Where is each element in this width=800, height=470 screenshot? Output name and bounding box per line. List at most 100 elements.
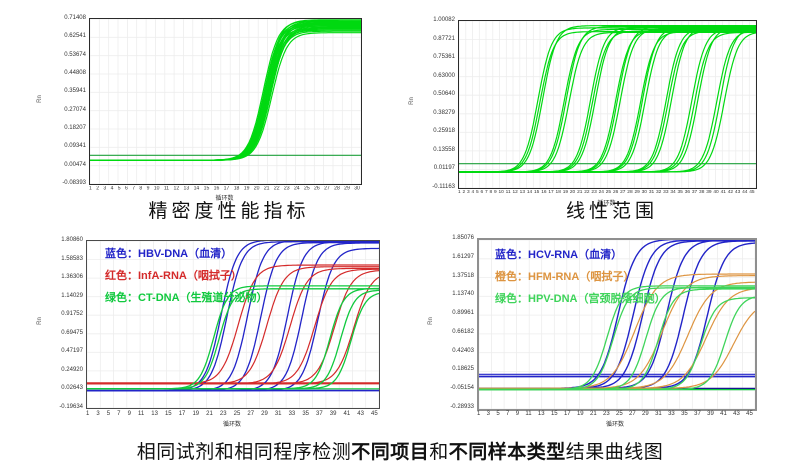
- y-tick-label: -0.05154: [450, 385, 474, 392]
- x-tick-label: 43: [733, 411, 740, 417]
- x-tick-label: 17: [178, 411, 186, 417]
- x-axis-title: 循环数: [605, 422, 624, 428]
- x-tick-label: 23: [283, 186, 290, 192]
- y-tick-label: 0.02643: [61, 385, 83, 392]
- x-tick-label: 19: [192, 411, 200, 417]
- x-tick-label: 14: [526, 190, 533, 195]
- x-tick-label: 7: [132, 186, 136, 192]
- x-axis-title: 循环数: [597, 201, 616, 207]
- x-tick-label: 19: [562, 190, 569, 195]
- y-tick-label: 1.14029: [61, 292, 83, 299]
- y-tick-label: 0.38279: [433, 109, 455, 116]
- x-tick-label: 13: [519, 190, 526, 195]
- x-tick-label: 35: [677, 190, 683, 195]
- x-tick-label: 35: [681, 411, 688, 417]
- y-tick-label: 1.37518: [452, 272, 474, 279]
- x-tick-label: 45: [370, 411, 378, 417]
- x-axis-tick-labels: 1 3 5 7 9 11 13 15 17 19 21 23 25 27 29 31 33 35 37 39 41 43 4…: [477, 411, 753, 418]
- y-tick-label: -0.19634: [59, 404, 83, 410]
- x-tick-label: 11: [525, 411, 532, 417]
- x-tick-label: 15: [550, 411, 558, 417]
- y-tick-label: 0.66182: [452, 328, 474, 335]
- x-tick-label: 13: [183, 186, 190, 192]
- y-tick-label: 0.13558: [433, 146, 455, 153]
- x-tick-label: 17: [223, 186, 230, 192]
- x-tick-label: 37: [694, 411, 701, 417]
- x-tick-label: 14: [193, 186, 200, 192]
- x-tick-label: 22: [584, 190, 590, 195]
- x-tick-label: 43: [357, 411, 364, 417]
- x-tick-label: 9: [515, 411, 520, 417]
- x-tick-label: 29: [634, 190, 640, 195]
- x-tick-label: 22: [273, 186, 280, 192]
- plot-area: 蓝色：HCV-RNA（血清） 橙色：HFM-RNA（咽拭子） 绿色：HPV-DNA（…: [477, 238, 757, 411]
- x-tick-label: 12: [173, 186, 180, 192]
- x-tick-label: 8: [489, 190, 493, 195]
- x-tick-label: 33: [668, 411, 675, 417]
- y-tick-label: 0.27074: [64, 106, 86, 113]
- x-tick-label: 29: [344, 186, 350, 192]
- y-axis-title: Rn: [408, 97, 415, 105]
- x-tick-label: 11: [137, 411, 145, 417]
- x-tick-label: 25: [304, 186, 310, 192]
- x-tick-label: 10: [153, 186, 160, 192]
- x-tick-label: 15: [164, 411, 172, 417]
- x-tick-label: 16: [213, 186, 220, 192]
- y-axis-tick-labels: 1.00082 0.87721 0.75361 0.63000 0.50640 0.382…: [420, 17, 455, 190]
- x-tick-label: 1: [458, 190, 461, 195]
- y-tick-label: 0.75361: [433, 54, 455, 61]
- caption-bottom-bold2: 不同样本类型: [448, 442, 566, 463]
- x-tick-label: 24: [598, 190, 604, 195]
- x-tick-label: 31: [274, 411, 282, 417]
- x-tick-label: 45: [746, 411, 753, 417]
- y-tick-label: 1.61297: [452, 253, 474, 260]
- x-tick-label: 41: [720, 411, 727, 417]
- y-tick-label: 1.13740: [452, 291, 474, 298]
- y-axis-tick-labels: 0.71408 0.62541 0.53674 0.44808 0.35941 0.270…: [50, 15, 86, 186]
- legend: 蓝色：HBV-DNA（血清） 红色：InfA-RNA（咽拭子） 绿色：CT-DNA（…: [105, 243, 268, 309]
- x-tick-label: 24: [293, 186, 300, 192]
- y-tick-label: 0.01197: [433, 165, 455, 172]
- y-tick-label: 1.80860: [61, 237, 83, 243]
- y-tick-label: -0.08393: [62, 180, 86, 186]
- x-tick-label: 42: [727, 190, 734, 195]
- x-axis-tick-labels: 1 3 5 7 9 11 13 15 17 19 21 23 25 27 29 31 33 35 37 39 41 43 4…: [86, 411, 378, 418]
- x-tick-label: 9: [127, 411, 131, 417]
- caption-linearity: 线性范围: [565, 201, 658, 222]
- x-tick-label: 29: [642, 411, 649, 417]
- y-tick-label: 0.87721: [433, 35, 455, 42]
- x-tick-label: 13: [151, 411, 158, 417]
- y-tick-label: 0.53674: [64, 51, 86, 58]
- x-tick-label: 45: [749, 190, 755, 195]
- x-tick-label: 27: [247, 411, 255, 417]
- y-tick-label: 0.18625: [452, 366, 474, 373]
- y-tick-label: 0.25918: [433, 128, 455, 135]
- x-tick-label: 1: [477, 411, 481, 417]
- amplification-curves-svg: [459, 21, 756, 188]
- x-tick-label: 13: [537, 411, 545, 417]
- x-tick-label: 26: [314, 186, 320, 192]
- legend-item: 红色：InfA-RNA（咽拭子）: [105, 270, 242, 282]
- caption-precision: 精密度性能指标: [148, 201, 310, 222]
- x-tick-label: 3: [467, 190, 470, 195]
- x-tick-label: 25: [233, 411, 241, 417]
- x-tick-label: 37: [316, 411, 323, 417]
- plot-area: [89, 18, 362, 185]
- y-axis-tick-labels: 1.80860 1.58583 1.36306 1.14029 0.91752 0.694…: [48, 237, 83, 410]
- y-tick-label: 1.00082: [433, 17, 455, 23]
- x-tick-label: 5: [476, 190, 479, 195]
- precision-chart-panel: Rn 0.71408 0.62541 0.53674 0.44808 0.35941 0.…: [36, 12, 370, 204]
- x-tick-label: 15: [534, 190, 540, 195]
- x-tick-label: 43: [734, 190, 741, 195]
- x-tick-label: 9: [494, 190, 497, 195]
- y-axis-title: Rn: [36, 95, 43, 103]
- y-tick-label: 1.85076: [452, 235, 474, 241]
- x-tick-label: 27: [620, 190, 626, 195]
- caption-bottom-bold1: 不同项目: [351, 442, 430, 463]
- y-tick-label: 0.71408: [64, 15, 86, 21]
- x-tick-label: 8: [139, 186, 143, 192]
- x-tick-label: 21: [577, 190, 583, 195]
- legend-item: 绿色：HPV-DNA（宫颈脱落细胞）: [495, 293, 666, 305]
- y-axis-tick-labels: 1.85076 1.61297 1.37518 1.13740 0.89961 0.661…: [439, 235, 474, 410]
- amplification-curves-svg: [87, 241, 379, 408]
